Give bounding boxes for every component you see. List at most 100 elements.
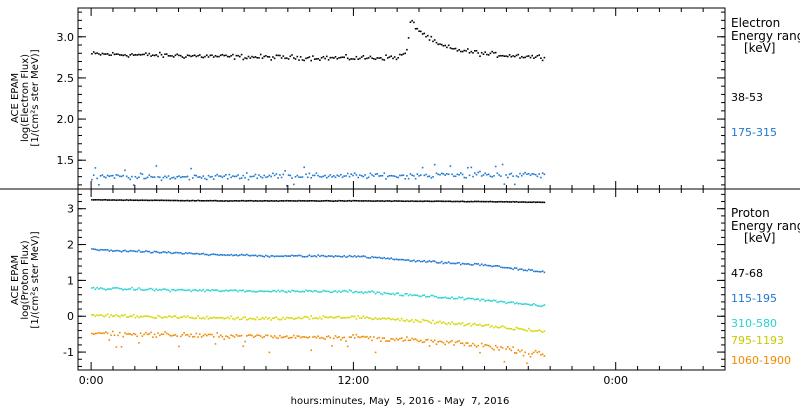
data-point (284, 200, 286, 202)
data-point (378, 175, 380, 177)
data-point (98, 184, 100, 186)
data-point (251, 290, 253, 293)
data-point (362, 292, 365, 295)
data-point (251, 334, 253, 337)
data-point (413, 21, 415, 24)
data-point (268, 317, 271, 319)
data-point (247, 254, 250, 257)
data-point (336, 255, 339, 258)
data-point (430, 339, 433, 342)
data-point (160, 333, 163, 335)
data-point (411, 200, 413, 202)
data-point (145, 199, 147, 201)
data-point (127, 316, 130, 318)
data-point (183, 289, 185, 291)
data-point (411, 294, 413, 297)
data-point (287, 174, 290, 176)
data-point (501, 201, 504, 203)
data-point (136, 335, 138, 338)
data-point (397, 200, 399, 202)
data-point (179, 335, 182, 338)
data-point (105, 53, 107, 55)
data-point (364, 317, 366, 319)
data-point (306, 176, 309, 179)
data-point (174, 54, 177, 57)
data-point (143, 53, 145, 56)
data-point (500, 55, 502, 57)
data-point (152, 251, 154, 254)
data-point (179, 252, 182, 254)
data-point (212, 336, 215, 338)
data-point (239, 289, 241, 292)
series-1060-1900 (91, 330, 546, 365)
data-point (489, 200, 492, 203)
data-point (254, 318, 257, 321)
data-point (258, 200, 260, 202)
data-point (531, 304, 533, 306)
data-point (371, 318, 373, 321)
data-point (167, 55, 170, 57)
data-point (294, 317, 297, 320)
data-point (406, 48, 408, 51)
data-point (259, 53, 262, 56)
data-point (96, 177, 98, 180)
data-point (212, 56, 215, 58)
data-point (496, 56, 499, 58)
data-point (474, 322, 476, 325)
data-point (346, 316, 349, 319)
data-point (299, 336, 302, 339)
data-point (522, 201, 525, 203)
data-point (235, 334, 238, 336)
data-point (169, 178, 171, 180)
data-point (477, 200, 479, 203)
data-point (312, 55, 314, 57)
data-point (484, 172, 486, 175)
data-point (489, 175, 492, 177)
data-point (146, 176, 149, 179)
data-point (214, 175, 217, 177)
data-point (319, 175, 321, 178)
data-point (399, 53, 401, 56)
data-point (371, 290, 373, 292)
data-point (249, 57, 252, 59)
data-point (383, 317, 386, 320)
data-point (494, 344, 497, 347)
data-point (472, 52, 474, 54)
data-point (515, 267, 518, 269)
data-point (428, 321, 431, 323)
data-point (179, 199, 182, 202)
data-point (313, 289, 316, 292)
data-point (272, 56, 274, 58)
data-point (493, 52, 495, 54)
data-point (138, 53, 140, 56)
data-point (284, 57, 286, 60)
data-point (531, 352, 533, 355)
data-point (343, 317, 345, 319)
data-point (296, 174, 299, 177)
data-point (185, 252, 187, 254)
data-point (139, 172, 142, 175)
data-point (138, 342, 140, 344)
data-point (310, 255, 312, 258)
data-point (423, 200, 426, 202)
data-point (503, 326, 506, 328)
data-point (449, 200, 452, 203)
data-point (298, 290, 300, 293)
data-point (308, 289, 311, 292)
data-point (305, 255, 307, 258)
data-point (216, 173, 218, 176)
data-point (230, 200, 232, 202)
data-point (219, 253, 222, 256)
data-point (413, 294, 415, 296)
data-point (279, 200, 281, 202)
data-point (247, 55, 250, 58)
data-point (124, 314, 126, 316)
data-point (251, 200, 253, 202)
data-point (364, 200, 366, 202)
data-point (524, 351, 526, 354)
data-point (512, 200, 514, 203)
data-point (505, 200, 507, 203)
data-point (204, 200, 206, 202)
data-point (209, 54, 212, 57)
data-point (350, 58, 352, 60)
